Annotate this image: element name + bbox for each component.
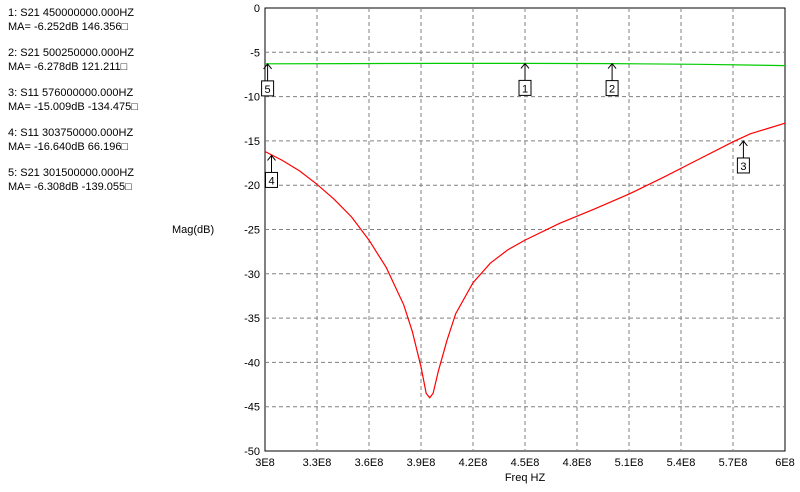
y-tick-label: -25 (244, 225, 260, 237)
marker-4-label: 4 (268, 175, 274, 187)
marker-2-label: 2 (609, 84, 615, 96)
x-tick-label: 3E8 (255, 457, 275, 469)
marker-3-box (736, 157, 750, 174)
marker-3-magnitude: MA= -15.009dB -134.475□ (8, 101, 138, 113)
marker-4-box (265, 171, 278, 188)
marker-5-frequency: 5: S21 301500000.000HZ (8, 167, 134, 179)
marker-2-box (605, 80, 619, 97)
x-axis-label: Freq HZ (505, 472, 546, 484)
marker-2-arrowhead (607, 62, 617, 69)
marker-4-magnitude: MA= -16.640dB 66.196□ (8, 141, 129, 153)
x-tick-label: 5.4E8 (667, 457, 696, 469)
marker-entry-3: 3: S11 576000000.000HZ MA= -15.009dB -13… (8, 86, 168, 114)
y-tick-label: -45 (244, 402, 260, 414)
marker-entry-4: 4: S11 303750000.000HZ MA= -16.640dB 66.… (8, 126, 168, 154)
y-tick-label: -50 (244, 446, 260, 458)
marker-4-frequency: 4: S11 303750000.000HZ (8, 127, 134, 139)
x-tick-label: 3.3E8 (303, 457, 332, 469)
marker-3-label: 3 (740, 161, 746, 173)
marker-2-frequency: 2: S21 500250000.000HZ (8, 47, 134, 59)
marker-5-label: 5 (265, 84, 271, 96)
y-tick-label: -35 (244, 313, 260, 325)
x-tick-label: 4.2E8 (459, 457, 488, 469)
x-tick-label: 5.1E8 (615, 457, 644, 469)
marker-1-frequency: 1: S21 450000000.000HZ (8, 7, 134, 19)
marker-3-arrowhead (739, 140, 748, 147)
x-tick-label: 5.7E8 (719, 457, 748, 469)
marker-1-magnitude: MA= -6.252dB 146.356□ (8, 21, 129, 33)
marker-1-box (518, 79, 532, 96)
x-tick-label: 3.6E8 (355, 457, 384, 469)
marker-5-arrowhead (263, 63, 272, 70)
x-tick-label: 4.8E8 (563, 457, 592, 469)
y-tick-label: -30 (244, 269, 260, 281)
marker-2-magnitude: MA= -6.278dB 121.211□ (8, 61, 128, 73)
marker-entry-2: 2: S21 500250000.000HZ MA= -6.278dB 121.… (8, 46, 168, 74)
marker-3-frequency: 3: S11 576000000.000HZ (8, 87, 134, 99)
marker-entry-5: 5: S21 301500000.000HZ MA= -6.308dB -139… (8, 166, 168, 194)
x-tick-label: 3.9E8 (407, 457, 436, 469)
y-tick-label: -20 (244, 180, 260, 192)
marker-readout-panel: 1: S21 450000000.000HZ MA= -6.252dB 146.… (8, 6, 168, 206)
x-tick-label: 4.5E8 (511, 457, 540, 469)
marker-5-magnitude: MA= -6.308dB -139.055□ (8, 181, 132, 193)
marker-4-arrowhead (267, 154, 276, 161)
marker-5-box (261, 80, 275, 97)
marker-entry-1: 1: S21 450000000.000HZ MA= -6.252dB 146.… (8, 6, 168, 34)
y-tick-label: -15 (244, 136, 260, 148)
x-tick-label: 6E8 (775, 457, 795, 469)
y-tick-label: -10 (244, 92, 260, 104)
marker-1-label: 1 (522, 83, 528, 95)
y-tick-label: -5 (250, 47, 260, 59)
y-tick-label: -40 (244, 357, 260, 369)
marker-1-arrowhead (520, 62, 530, 69)
y-axis-label: Mag(dB) (172, 224, 215, 236)
series-line-2 (264, 122, 786, 399)
y-tick-label: 0 (254, 3, 260, 15)
